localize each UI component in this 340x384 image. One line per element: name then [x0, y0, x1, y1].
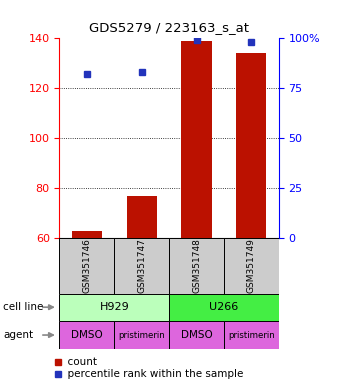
Bar	[224, 238, 279, 294]
Bar	[224, 321, 279, 349]
Text: count: count	[61, 357, 97, 367]
Bar	[59, 238, 114, 294]
Bar	[236, 53, 267, 238]
Text: GSM351749: GSM351749	[247, 238, 256, 293]
Bar	[114, 238, 169, 294]
Title: GDS5279 / 223163_s_at: GDS5279 / 223163_s_at	[89, 22, 249, 35]
Bar	[169, 294, 279, 321]
Text: agent: agent	[3, 330, 34, 340]
Bar	[59, 321, 114, 349]
Text: percentile rank within the sample: percentile rank within the sample	[61, 369, 243, 379]
Bar	[114, 321, 169, 349]
Text: DMSO: DMSO	[71, 330, 103, 340]
Text: pristimerin: pristimerin	[118, 331, 165, 339]
Text: cell line: cell line	[3, 302, 44, 312]
Bar	[169, 238, 224, 294]
Bar	[182, 41, 211, 238]
Bar	[127, 195, 157, 238]
Text: pristimerin: pristimerin	[228, 331, 275, 339]
Bar	[72, 230, 102, 238]
Text: DMSO: DMSO	[181, 330, 212, 340]
Text: GSM351748: GSM351748	[192, 238, 201, 293]
Text: GSM351746: GSM351746	[82, 238, 91, 293]
Bar	[169, 321, 224, 349]
Text: GSM351747: GSM351747	[137, 238, 146, 293]
Bar	[59, 294, 169, 321]
Text: U266: U266	[209, 302, 239, 312]
Text: H929: H929	[99, 302, 129, 312]
